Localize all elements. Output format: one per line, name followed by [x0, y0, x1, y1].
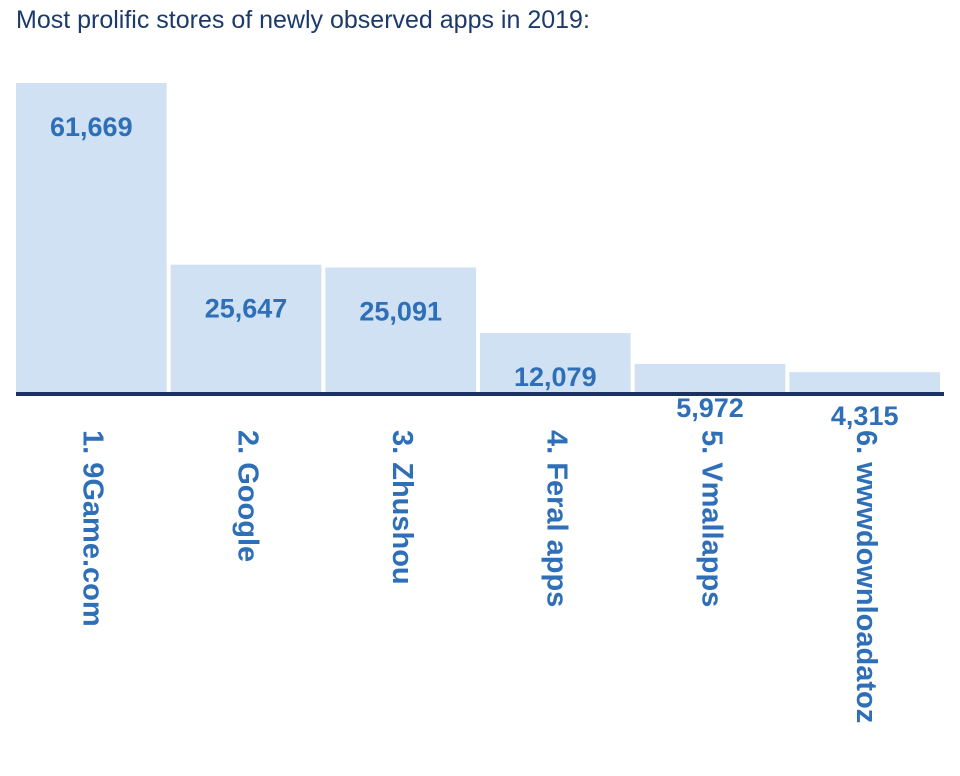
category-label: 2. Google	[231, 430, 263, 562]
bar-value-label: 25,647	[205, 294, 288, 324]
bar-value-label: 4,315	[831, 401, 899, 431]
bar-value-label: 5,972	[676, 393, 744, 423]
category-labels-group: 1. 9Game.com 2. Google 3. Zhushou 4. Feral …	[77, 430, 882, 723]
bar	[789, 372, 940, 394]
bar-value-label: 12,079	[514, 362, 597, 392]
category-label: 6. wwwdownloadatoz	[850, 430, 882, 723]
bar	[480, 333, 631, 394]
bar	[325, 267, 476, 394]
bar	[634, 363, 786, 394]
category-label: 5. Vmallapps	[695, 430, 727, 607]
category-label: 3. Zhushou	[386, 430, 418, 585]
value-labels-group: 61,669 25,647 25,091 12,079 5,972 4,315	[50, 112, 898, 431]
bar-value-label: 25,091	[359, 297, 442, 327]
bar	[170, 264, 322, 394]
category-label: 1. 9Game.com	[77, 430, 109, 627]
bar	[16, 83, 167, 394]
bars-group	[16, 83, 940, 394]
chart-title: Most prolific stores of newly observed a…	[16, 6, 590, 34]
category-label: 4. Feral apps	[541, 430, 573, 607]
bar-value-label: 61,669	[50, 112, 133, 142]
